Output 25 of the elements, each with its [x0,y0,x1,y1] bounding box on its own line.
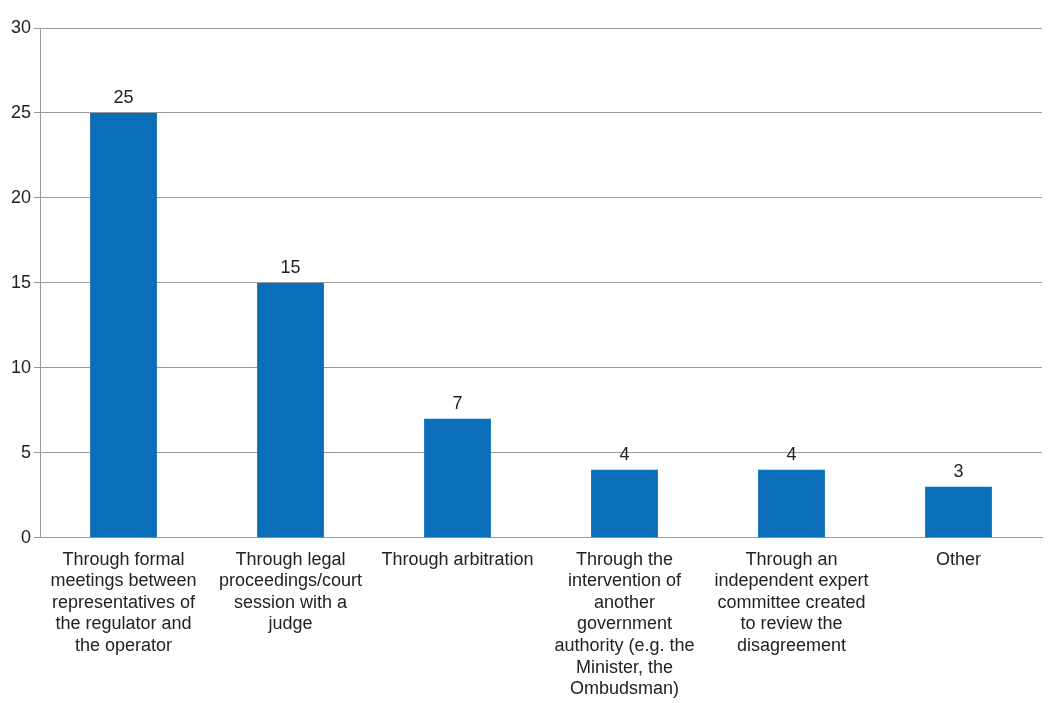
x-tick-label: Through arbitration [381,548,534,569]
bar [925,486,992,538]
data-label: 4 [619,443,630,464]
data-label: 15 [280,256,301,277]
y-tick-label: 20 [10,186,32,207]
y-tick-label: 30 [10,16,32,37]
y-tick-label: 10 [10,356,32,377]
bar [90,112,157,538]
y-tick-label: 0 [21,526,32,547]
x-tick-label: Through formal meetings between representatives of the regulator and the operator [50,548,197,655]
bar [758,469,825,538]
y-tick-label: 25 [10,101,32,122]
data-label: 7 [452,392,463,413]
bar [257,282,324,538]
data-label: 3 [953,460,964,481]
x-tick-label: Other [935,548,982,569]
bar [424,418,491,538]
x-tick-label: Through an independent expert committee created to review the disagreement [714,548,869,655]
x-tick-label: Through the intervention of another government authority (e.g. the Minister, the Ombudsman) [554,548,695,699]
x-tick-label: Through legal proceedings/court session with a judge [218,548,363,634]
data-label: 25 [113,86,134,107]
y-tick-label: 5 [21,441,32,462]
bar [591,469,658,538]
y-tick-label: 15 [10,271,32,292]
data-label: 4 [786,443,797,464]
